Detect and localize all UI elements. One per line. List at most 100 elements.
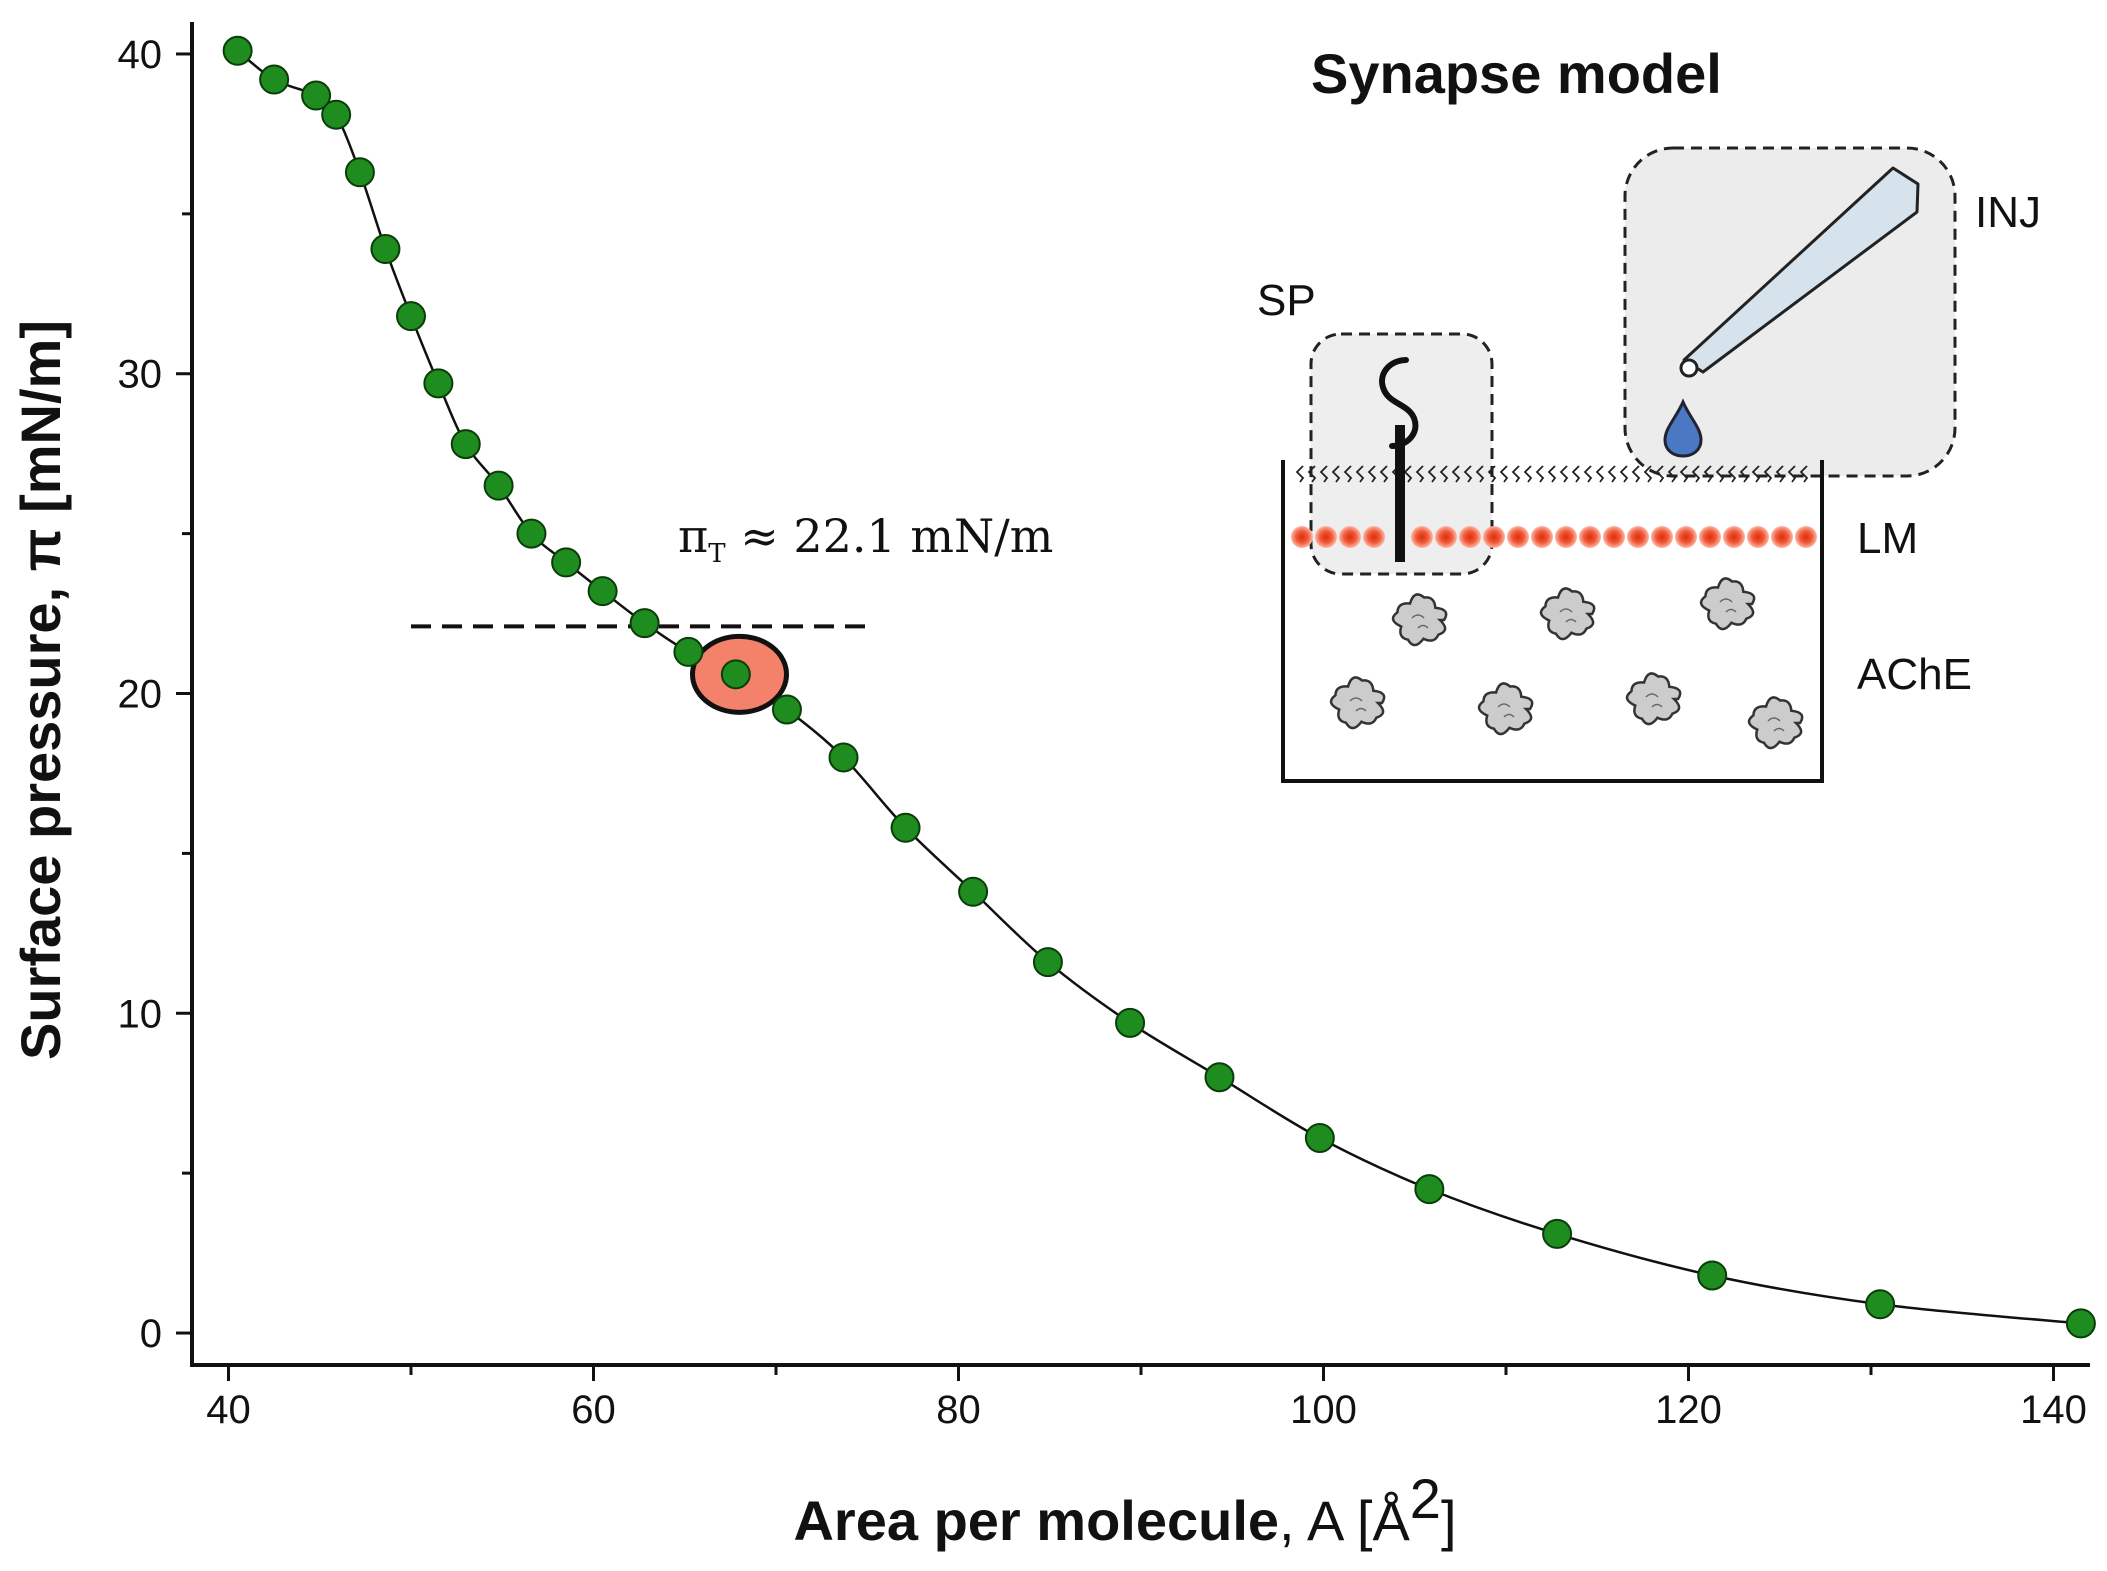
data-point <box>1032 947 1063 978</box>
data-point <box>1304 1122 1335 1153</box>
lipid-head <box>1339 526 1361 548</box>
x-tick-label: 120 <box>1655 1388 1722 1432</box>
lipid-tail <box>1403 465 1413 483</box>
injector-icon <box>1682 166 1920 374</box>
lipid-tail <box>1355 465 1365 483</box>
data-point <box>551 547 582 578</box>
data-point <box>1697 1260 1728 1291</box>
ache-label: AChE <box>1857 650 1972 699</box>
lipid-tail <box>1631 465 1641 483</box>
lipid-head <box>1483 526 1505 548</box>
droplet-icon <box>1663 398 1703 458</box>
data-point <box>483 470 514 501</box>
data-point <box>720 659 751 690</box>
lipid-head <box>1627 526 1649 548</box>
lipid-tail <box>1643 465 1653 483</box>
lipid-tail <box>1607 465 1617 483</box>
x-tick-label: 40 <box>206 1388 251 1432</box>
ache-proteins <box>1329 577 1804 750</box>
lipid-tail <box>1583 465 1593 483</box>
sensor-hook-icon <box>1379 357 1419 449</box>
lipid-head <box>1363 526 1385 548</box>
lipid-head <box>1459 526 1481 548</box>
data-point <box>396 301 426 332</box>
data-point <box>259 64 290 95</box>
lipid-tail <box>1559 465 1569 483</box>
ache-protein-icon <box>1391 593 1448 647</box>
y-tick-label: 20 <box>118 673 163 717</box>
lipid-tail <box>1739 465 1749 483</box>
lipid-tail <box>1487 465 1497 483</box>
lipid-tail <box>1451 465 1461 483</box>
data-point <box>890 812 921 843</box>
data-point <box>1204 1062 1235 1093</box>
lipid-tail <box>1439 465 1449 483</box>
lipid-head <box>1315 526 1337 548</box>
lipid-tail <box>1775 465 1785 483</box>
lipid-tail <box>1307 465 1317 483</box>
x-tick-label: 80 <box>936 1388 981 1432</box>
lipid-tail <box>1367 465 1377 483</box>
lipid-tail <box>1319 465 1329 483</box>
lipid-tail <box>1523 465 1533 483</box>
x-axis-title: Area per molecule, A [Å2] <box>793 1467 1456 1552</box>
lipid-tail <box>1499 465 1509 483</box>
synapse-model-inset: Synapse model INJ SP LM AChE <box>1257 42 2041 783</box>
lipid-tail <box>1475 465 1485 483</box>
data-points <box>222 35 2096 1339</box>
lipid-head <box>1723 526 1745 548</box>
lipid-head <box>1507 526 1529 548</box>
y-axis-title: Surface pressure, π [mN/m] <box>9 320 72 1060</box>
ache-protein-icon <box>1539 587 1596 641</box>
lipid-tail <box>1751 465 1761 483</box>
lipid-tail <box>1787 465 1797 483</box>
injector-tip-icon <box>1679 358 1699 378</box>
axis-ticks <box>176 52 2055 1381</box>
lipid-head <box>1603 526 1625 548</box>
lipid-head <box>1579 526 1601 548</box>
lipid-head <box>1651 526 1673 548</box>
data-point <box>958 876 989 907</box>
y-tick-label: 30 <box>118 353 163 397</box>
x-tick-label: 100 <box>1290 1388 1357 1432</box>
data-point <box>321 99 352 130</box>
data-point <box>222 35 253 66</box>
lipid-tail <box>1571 465 1581 483</box>
inj-label: INJ <box>1975 188 2041 237</box>
inset-title: Synapse model <box>1311 42 1722 105</box>
data-point <box>344 157 375 188</box>
lipid-tail <box>1343 465 1353 483</box>
lipid-tail <box>1511 465 1521 483</box>
lipid-tail <box>1379 465 1389 483</box>
lipid-head <box>1795 526 1817 548</box>
lipid-tail <box>1595 465 1605 483</box>
sp-label: SP <box>1257 276 1316 325</box>
data-point <box>629 608 660 639</box>
lipid-tail <box>1667 465 1677 483</box>
data-point <box>423 368 454 399</box>
data-point <box>370 234 401 265</box>
ache-protein-icon <box>1747 696 1804 750</box>
lipid-tail <box>1547 465 1557 483</box>
lipid-head <box>1435 526 1457 548</box>
lipid-tail <box>1691 465 1701 483</box>
x-tick-label: 60 <box>571 1388 616 1432</box>
y-tick-label: 40 <box>118 33 163 77</box>
data-point <box>2065 1308 2096 1339</box>
lipid-tails <box>1295 465 1809 483</box>
data-point <box>1542 1218 1573 1249</box>
lipid-head <box>1555 526 1577 548</box>
lipid-tail <box>1463 465 1473 483</box>
lipid-tail <box>1655 465 1665 483</box>
lipid-tail <box>1427 465 1437 483</box>
x-tick-label: 140 <box>2020 1388 2087 1432</box>
lipid-tail <box>1715 465 1725 483</box>
lipid-tail <box>1727 465 1737 483</box>
data-point <box>450 429 481 460</box>
lipid-tail <box>1331 465 1341 483</box>
trough-outline <box>1281 460 1824 783</box>
lipid-head <box>1291 526 1313 548</box>
lipid-head <box>1411 526 1433 548</box>
lipid-head <box>1699 526 1721 548</box>
axis-tick-labels: 40 60 80 100 120 140 0 10 20 30 40 <box>118 33 2087 1432</box>
